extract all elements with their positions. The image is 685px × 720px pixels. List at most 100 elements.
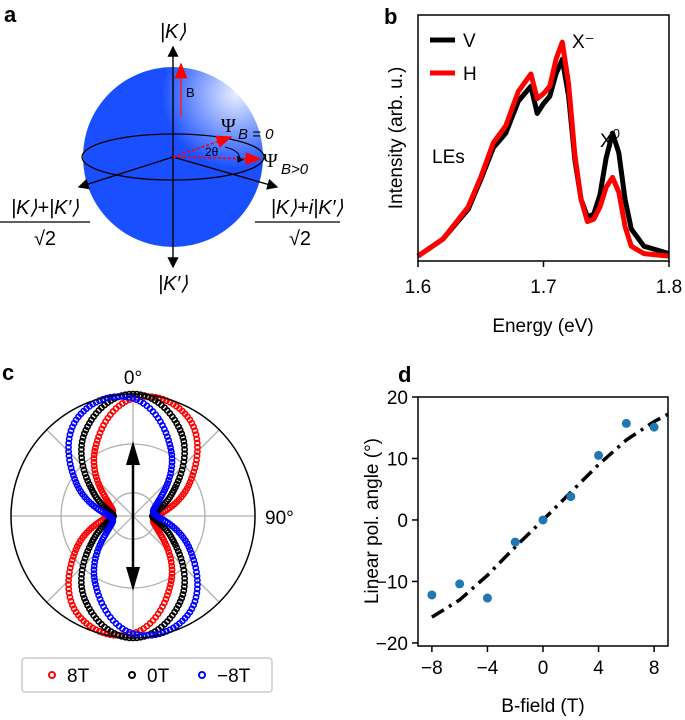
polar-point-−8T <box>148 631 156 639</box>
left-state-numerator: |K⟩+|K′⟩ <box>11 197 79 219</box>
polar-point-8T <box>91 447 99 455</box>
data-point <box>427 590 437 600</box>
polar-point-8T <box>159 395 167 403</box>
polar-point-8T <box>168 570 176 577</box>
polar-point-−8T <box>162 429 170 437</box>
polar-point-−8T <box>99 395 107 403</box>
polar-point-8T <box>168 573 176 581</box>
polar-point-−8T <box>91 558 99 566</box>
polar-point-0T <box>178 466 186 474</box>
polar-point-8T <box>191 464 199 472</box>
polar-point-0T <box>178 558 186 566</box>
panel-label-d: d <box>398 362 411 387</box>
polar-point-8T <box>94 436 101 444</box>
axis-right-arrow <box>172 156 279 190</box>
x-tick-label-b: 1.7 <box>530 277 556 298</box>
polar-point-8T <box>95 480 102 488</box>
x-tick-label-d: −4 <box>477 658 499 679</box>
polar-point-8T <box>166 584 174 592</box>
polar-point-8T <box>91 469 99 477</box>
polar-point-−8T <box>66 456 73 464</box>
polar-point-−8T <box>193 572 201 580</box>
psi-b0-vector <box>172 135 233 158</box>
axis-left-arrow <box>77 156 174 190</box>
polar-point-−8T <box>159 629 167 637</box>
psi-b0-subscript: B = 0 <box>238 126 274 143</box>
polar-point-8T <box>92 440 100 448</box>
polar-point-8T <box>90 462 98 470</box>
legend-label-h: H <box>463 64 477 85</box>
polar-point-−8T <box>165 436 172 444</box>
right-state-denominator: √2 <box>289 228 311 250</box>
polar-point-0T <box>180 454 188 462</box>
polar-point-0T <box>181 579 189 586</box>
polar-point-−8T <box>163 433 171 441</box>
polar-point-8T <box>167 577 175 585</box>
polar-point-8T <box>193 448 201 456</box>
angle-label-0: 0° <box>124 368 142 389</box>
polar-point-0T <box>173 544 181 552</box>
polar-point-8T <box>165 548 173 556</box>
polar-point-−8T <box>144 632 152 639</box>
polar-point-0T <box>180 583 188 591</box>
arrow-head-down <box>126 567 140 591</box>
angle-arc <box>224 146 245 163</box>
polar-point-8T <box>92 444 99 452</box>
polar-point-0T <box>78 441 86 449</box>
legend-label-8T: 8T <box>67 666 90 687</box>
polar-point-8T <box>70 553 77 560</box>
polar-point-0T <box>78 458 86 466</box>
y-tick-label-d: 10 <box>387 449 408 470</box>
polar-point-8T <box>168 566 176 574</box>
polar-point-−8T <box>186 546 194 554</box>
panel-label-c: c <box>2 360 14 385</box>
polar-point-8T <box>167 555 175 563</box>
polar-point-8T <box>192 460 200 468</box>
polar-point-0T <box>80 558 88 566</box>
data-point <box>649 422 659 432</box>
polar-point-−8T <box>65 439 73 447</box>
polar-point-8T <box>193 439 201 447</box>
polar-point-−8T <box>168 462 176 470</box>
polar-point-−8T <box>166 473 174 481</box>
polar-point-8T <box>163 591 171 599</box>
polar-point-0T <box>79 591 87 598</box>
psi-b0-symbol: Ψ <box>221 115 236 137</box>
polar-point-8T <box>67 560 75 568</box>
polar-point-8T <box>69 601 76 609</box>
polar-point-0T <box>84 547 92 555</box>
polar-point-8T <box>93 476 101 484</box>
polar-point-0T <box>176 551 184 558</box>
polar-point-−8T <box>91 555 99 563</box>
data-point <box>455 579 465 589</box>
polar-point-0T <box>179 591 187 598</box>
polar-point-8T <box>187 475 195 483</box>
polar-point-−8T <box>193 576 201 584</box>
data-point <box>510 537 520 547</box>
polar-point-8T <box>67 597 75 605</box>
legend-marker-0T <box>128 671 136 679</box>
polar-point-0T <box>79 562 87 570</box>
polar-point-−8T <box>65 435 73 443</box>
polar-point-−8T <box>192 564 200 572</box>
panel-b: b 1.6 1.7 1.8 Energy (eV) Intensity (arb. … <box>384 4 682 337</box>
polar-point-0T <box>80 430 88 438</box>
polar-point-−8T <box>190 556 198 564</box>
arrow-head-up <box>126 441 140 465</box>
polar-point-0T <box>85 480 93 488</box>
polar-point-−8T <box>129 630 137 638</box>
polar-point-−8T <box>129 394 137 402</box>
polar-point-−8T <box>72 478 80 486</box>
polar-point-−8T <box>168 455 176 462</box>
angle-label-90: 90° <box>265 508 294 529</box>
polar-point-8T <box>193 456 200 464</box>
y-axis-label-b: Intensity (arb. u.) <box>386 67 407 210</box>
polar-point-8T <box>90 451 98 459</box>
polar-point-8T <box>66 564 74 572</box>
polar-point-0T <box>180 458 188 466</box>
panel-label-b: b <box>384 4 397 29</box>
polar-point-8T <box>65 576 73 584</box>
polar-point-−8T <box>167 444 174 452</box>
polar-point-8T <box>190 423 197 431</box>
polar-point-−8T <box>90 570 98 577</box>
